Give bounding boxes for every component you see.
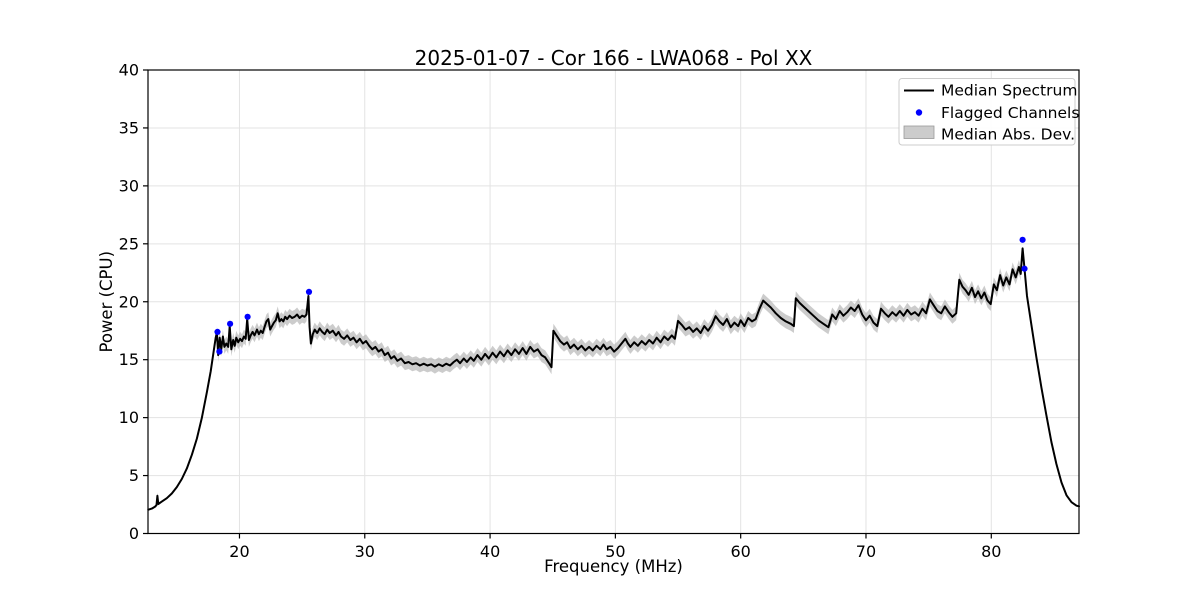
median-spectrum-line: [147, 247, 1080, 511]
y-tick-label: 25: [119, 234, 139, 253]
mad-band: [216, 260, 1021, 375]
legend-entry-flagged-channels: Flagged Channels: [941, 104, 1079, 122]
legend-box: [898, 78, 1076, 146]
legend-dot-sample-icon: [915, 109, 923, 116]
legend: Median Spectrum Flagged Channels Median …: [898, 78, 1079, 146]
flagged-channel-dot: [1021, 265, 1028, 272]
y-tick-label: 15: [119, 350, 139, 369]
y-tick-label: 35: [119, 118, 139, 137]
y-tick-label: 5: [129, 466, 139, 485]
y-tick-label: 40: [119, 61, 139, 80]
legend-patch-sample-icon: [903, 125, 935, 139]
y-tick-label: 30: [119, 176, 139, 195]
legend-entry-median-abs-dev: Median Abs. Dev.: [941, 126, 1075, 144]
x-tick-label: 60: [731, 542, 751, 561]
plot-area: [147, 69, 1080, 534]
x-axis-label: Frequency (MHz): [544, 557, 683, 576]
chart-title: 2025-01-07 - Cor 166 - LWA068 - Pol XX: [415, 46, 813, 70]
flagged-channel-dot: [227, 320, 234, 327]
x-tick-label: 40: [480, 542, 500, 561]
x-tick-label: 50: [605, 542, 625, 561]
flagged-channel-dot: [305, 288, 313, 295]
legend-entry-median-spectrum: Median Spectrum: [941, 82, 1077, 100]
x-tick-label: 20: [229, 542, 249, 561]
axes: 20 30 40 50 60 70 80 0 5 10 15 20 25 30 35 40: [119, 61, 1080, 561]
flagged-channel-dot: [244, 313, 251, 320]
y-tick-label: 0: [129, 524, 139, 543]
flagged-channel-dot: [1019, 236, 1026, 243]
y-tick-label: 20: [119, 292, 139, 311]
flagged-channel-dot: [216, 348, 223, 355]
y-tick-label: 10: [119, 408, 139, 427]
x-tick-label: 30: [355, 542, 375, 561]
x-tick-label: 70: [856, 542, 876, 561]
y-axis-label: Power (CPU): [97, 251, 116, 353]
flagged-channel-dot: [214, 328, 221, 335]
x-tick-label: 80: [981, 542, 1001, 561]
